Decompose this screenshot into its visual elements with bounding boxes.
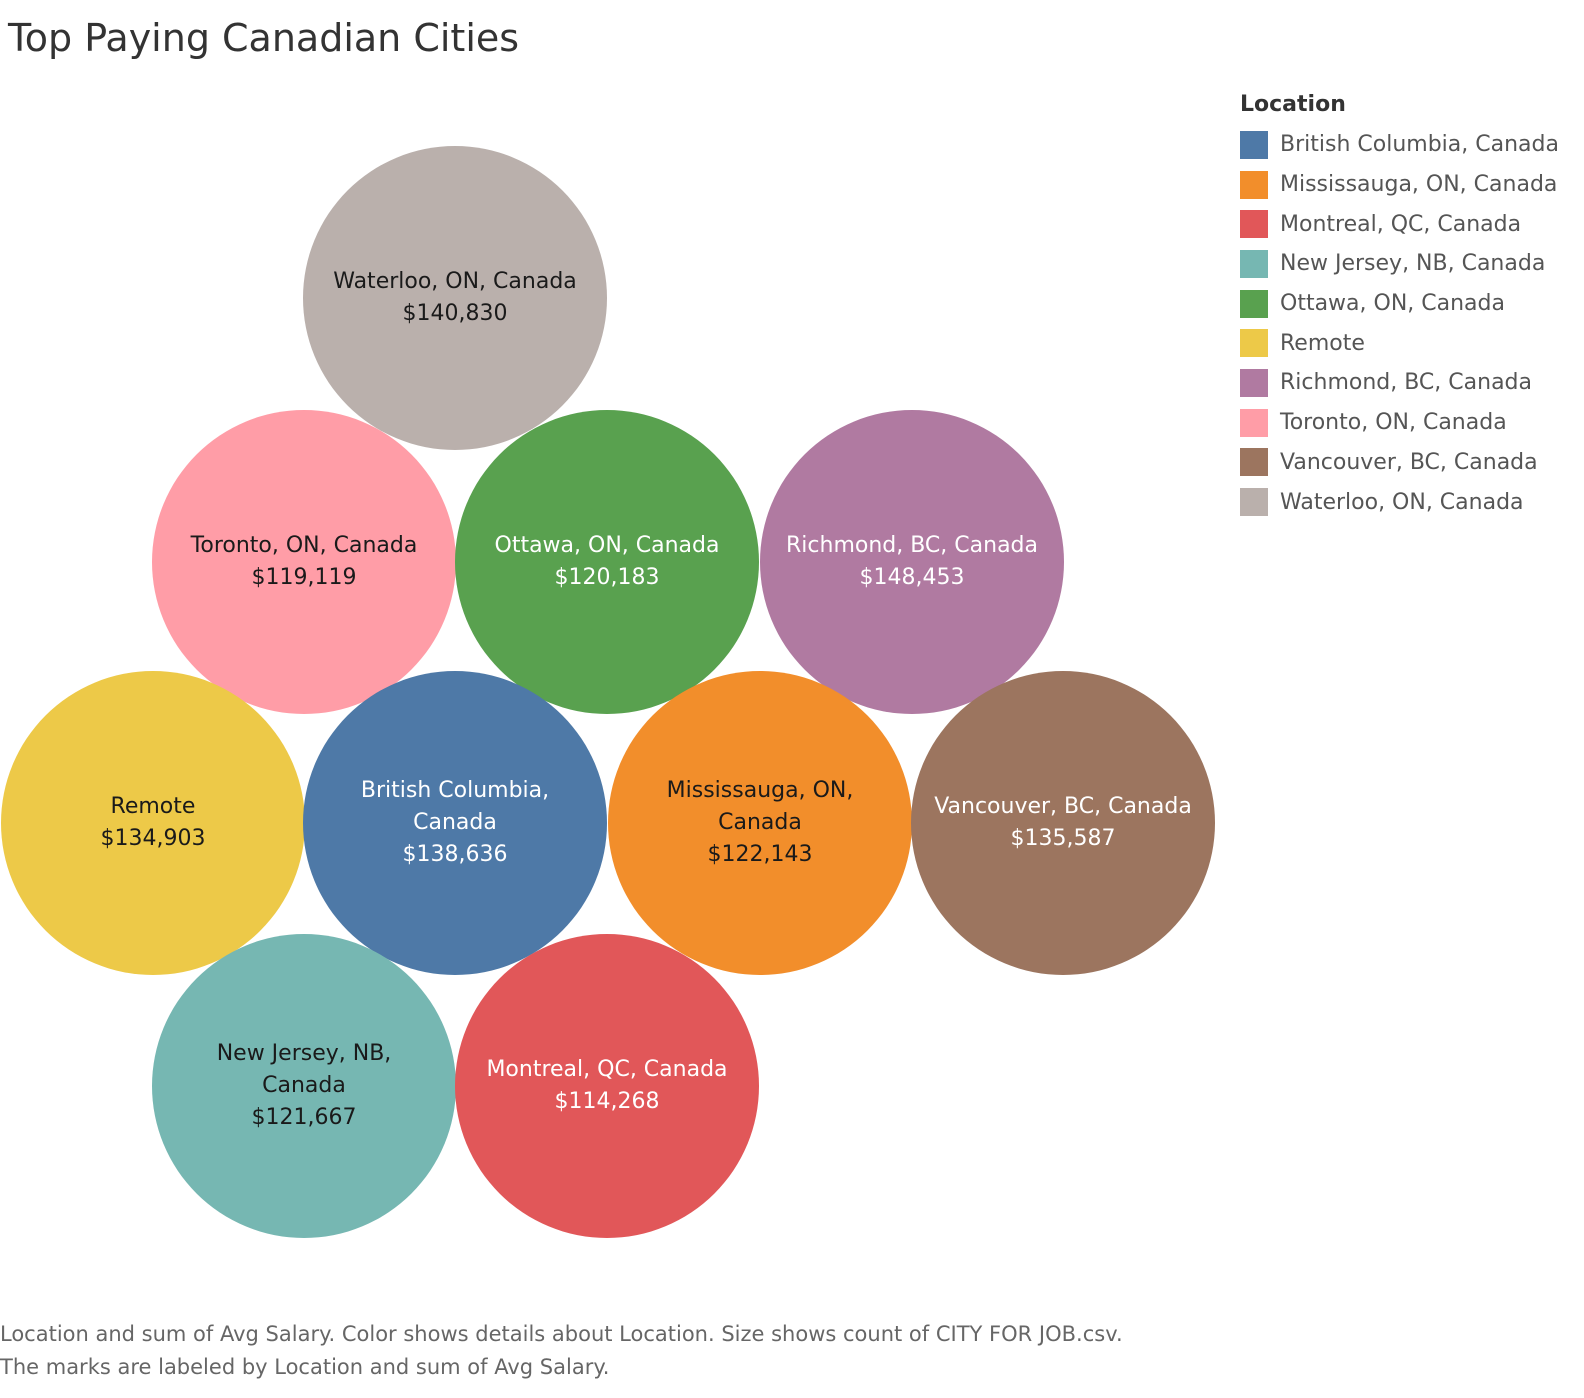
bubble-location-label: British Columbia, (361, 778, 549, 803)
legend-title: Location (1240, 92, 1346, 117)
bubble-location-label: Remote (111, 794, 196, 819)
legend-item-ottawa-on-canada[interactable]: Ottawa, ON, Canada (1240, 284, 1580, 324)
legend-swatch (1240, 130, 1268, 159)
bubble-circle[interactable] (760, 410, 1064, 714)
bubble-chart: Waterloo, ON, Canada $140,830 Toronto, ON,… (1, 146, 1215, 1238)
legend-item-toronto-on-canada[interactable]: Toronto, ON, Canada (1240, 403, 1580, 443)
legend-items: British Columbia, Canada Mississauga, ON,… (1240, 125, 1580, 522)
bubble-circle[interactable] (608, 671, 912, 975)
legend-swatch (1240, 210, 1268, 239)
bubble-circle[interactable] (455, 934, 759, 1238)
bubble-location-label: New Jersey, NB, (217, 1041, 392, 1066)
bubble-ottawa-on-canada[interactable]: Ottawa, ON, Canada $120,183 (455, 410, 759, 714)
legend-swatch (1240, 289, 1268, 318)
legend-item-montreal-qc-canada[interactable]: Montreal, QC, Canada (1240, 204, 1580, 244)
bubble-value-label: $114,268 (555, 1089, 660, 1114)
bubble-location-label: Toronto, ON, Canada (190, 533, 418, 558)
bubble-circle[interactable] (911, 671, 1215, 975)
bubble-british-columbia-canada[interactable]: British Columbia, Canada $138,636 (303, 671, 607, 975)
bubble-richmond-bc-canada[interactable]: Richmond, BC, Canada $148,453 (760, 410, 1064, 714)
bubble-remote[interactable]: Remote $134,903 (1, 671, 305, 975)
bubble-circle[interactable] (152, 410, 456, 714)
legend-label: Ottawa, ON, Canada (1280, 291, 1505, 317)
bubble-value-label: $140,830 (403, 301, 508, 326)
legend-label: Toronto, ON, Canada (1280, 410, 1507, 436)
bubble-location-label: Mississauga, ON, (667, 778, 854, 803)
legend-swatch (1240, 368, 1268, 397)
legend-swatch (1240, 329, 1268, 358)
bubble-value-label: $135,587 (1011, 826, 1116, 851)
bubble-location-label: Vancouver, BC, Canada (934, 794, 1192, 819)
bubble-location-label: Canada (718, 810, 802, 835)
legend-item-british-columbia-canada[interactable]: British Columbia, Canada (1240, 125, 1580, 165)
legend-swatch (1240, 249, 1268, 278)
legend-label: British Columbia, Canada (1280, 132, 1559, 158)
bubble-location-label: Canada (262, 1073, 346, 1098)
bubble-location-label: Richmond, BC, Canada (786, 533, 1038, 558)
legend-item-richmond-bc-canada[interactable]: Richmond, BC, Canada (1240, 363, 1580, 403)
bubble-location-label: Canada (413, 810, 497, 835)
bubble-value-label: $122,143 (708, 842, 813, 867)
legend-item-remote[interactable]: Remote (1240, 323, 1580, 363)
legend-swatch (1240, 448, 1268, 477)
bubble-location-label: Montreal, QC, Canada (486, 1057, 727, 1082)
bubble-circle[interactable] (303, 146, 607, 450)
bubble-value-label: $119,119 (252, 565, 357, 590)
chart-title: Top Paying Canadian Cities (8, 16, 520, 60)
bubble-location-label: Waterloo, ON, Canada (333, 269, 577, 294)
bubble-new-jersey-nb-canada[interactable]: New Jersey, NB, Canada $121,667 (152, 934, 456, 1238)
legend-label: Mississauga, ON, Canada (1280, 172, 1558, 198)
legend-item-mississauga-on-canada[interactable]: Mississauga, ON, Canada (1240, 165, 1580, 205)
caption-line-1: Location and sum of Avg Salary. Color sh… (0, 1322, 1123, 1346)
bubble-value-label: $134,903 (101, 826, 206, 851)
bubble-toronto-on-canada[interactable]: Toronto, ON, Canada $119,119 (152, 410, 456, 714)
legend-label: Waterloo, ON, Canada (1280, 489, 1524, 515)
legend-label: Vancouver, BC, Canada (1280, 449, 1538, 475)
legend-item-new-jersey-nb-canada[interactable]: New Jersey, NB, Canada (1240, 244, 1580, 284)
bubble-value-label: $121,667 (252, 1105, 357, 1130)
bubble-montreal-qc-canada[interactable]: Montreal, QC, Canada $114,268 (455, 934, 759, 1238)
bubble-circle[interactable] (1, 671, 305, 975)
chart-caption: Location and sum of Avg Salary. Color sh… (0, 1318, 1123, 1384)
bubble-circle[interactable] (152, 934, 456, 1238)
bubble-mississauga-on-canada[interactable]: Mississauga, ON, Canada $122,143 (608, 671, 912, 975)
bubble-value-label: $148,453 (860, 565, 965, 590)
legend: Location British Columbia, Canada Mississ… (1240, 92, 1580, 522)
bubble-location-label: Ottawa, ON, Canada (495, 533, 720, 558)
bubble-waterloo-on-canada[interactable]: Waterloo, ON, Canada $140,830 (303, 146, 607, 450)
legend-swatch (1240, 488, 1268, 517)
bubble-circle[interactable] (455, 410, 759, 714)
bubble-circle[interactable] (303, 671, 607, 975)
legend-label: New Jersey, NB, Canada (1280, 251, 1546, 277)
bubble-value-label: $120,183 (555, 565, 660, 590)
legend-item-vancouver-bc-canada[interactable]: Vancouver, BC, Canada (1240, 443, 1580, 483)
caption-line-2: The marks are labeled by Location and su… (0, 1355, 610, 1379)
legend-label: Montreal, QC, Canada (1280, 211, 1522, 237)
legend-label: Remote (1280, 330, 1365, 356)
bubble-value-label: $138,636 (403, 842, 508, 867)
bubble-vancouver-bc-canada[interactable]: Vancouver, BC, Canada $135,587 (911, 671, 1215, 975)
legend-label: Richmond, BC, Canada (1280, 370, 1532, 396)
legend-swatch (1240, 408, 1268, 437)
legend-swatch (1240, 170, 1268, 199)
legend-item-waterloo-on-canada[interactable]: Waterloo, ON, Canada (1240, 482, 1580, 522)
